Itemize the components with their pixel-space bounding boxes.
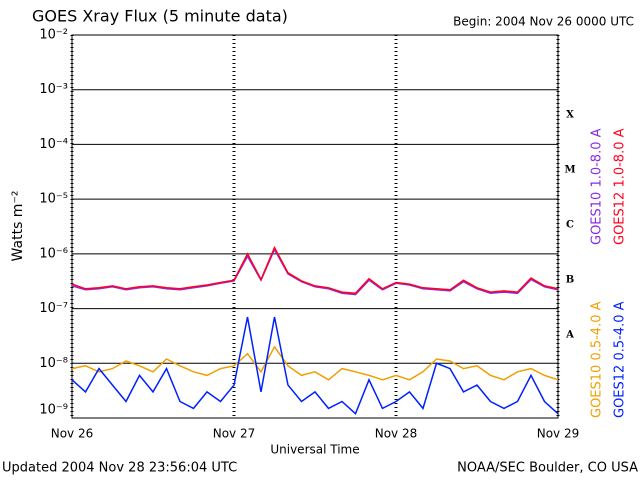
y-tick-label: 10⁻⁵: [39, 192, 68, 207]
x-tick-label: Nov 28: [375, 427, 418, 441]
flare-class-label: B: [566, 275, 574, 286]
footer-left: Updated 2004 Nov 28 23:56:04 UTC: [2, 461, 237, 476]
y-tick-label: 10⁻³: [39, 82, 68, 97]
legend-entry: GOES12 1.0-8.0 A: [613, 128, 628, 245]
plot-frame: [71, 34, 559, 419]
legend-entry: GOES10 0.5-4.0 A: [590, 301, 605, 418]
y-axis-label: Watts m⁻²: [10, 191, 26, 262]
flare-class-label: A: [565, 330, 574, 341]
y-tick-label: 10⁻⁶: [39, 246, 68, 261]
flare-class-label: C: [566, 220, 574, 231]
series-line: [72, 345, 558, 381]
footer-right: NOAA/SEC Boulder, CO USA: [457, 461, 638, 476]
legend-entry: GOES10 1.0-8.0 A: [590, 128, 605, 245]
plot-lines: [72, 245, 558, 415]
x-axis-label: Universal Time: [270, 443, 359, 457]
y-tick-label: 10⁻⁴: [39, 137, 68, 152]
series-line: [72, 316, 558, 415]
y-tick-label: 10⁻⁹: [39, 403, 68, 418]
y-tick-label: 10⁻⁷: [39, 301, 68, 316]
x-tick-label: Nov 29: [537, 427, 580, 441]
x-tick-label: Nov 27: [213, 427, 256, 441]
legend-entry: GOES12 0.5-4.0 A: [613, 301, 628, 418]
x-tick-label: Nov 26: [51, 427, 94, 441]
series-line: [72, 247, 558, 296]
series-line: [72, 245, 558, 295]
y-tick-label: 10⁻²: [39, 28, 68, 43]
y-tick-label: 10⁻⁸: [39, 356, 68, 371]
chart-title: GOES Xray Flux (5 minute data): [32, 7, 288, 26]
chart-subtitle: Begin: 2004 Nov 26 0000 UTC: [453, 15, 634, 29]
flare-class-label: M: [564, 165, 575, 176]
flare-class-label: X: [566, 110, 574, 121]
